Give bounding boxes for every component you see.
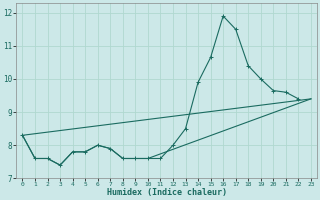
X-axis label: Humidex (Indice chaleur): Humidex (Indice chaleur) <box>107 188 227 197</box>
